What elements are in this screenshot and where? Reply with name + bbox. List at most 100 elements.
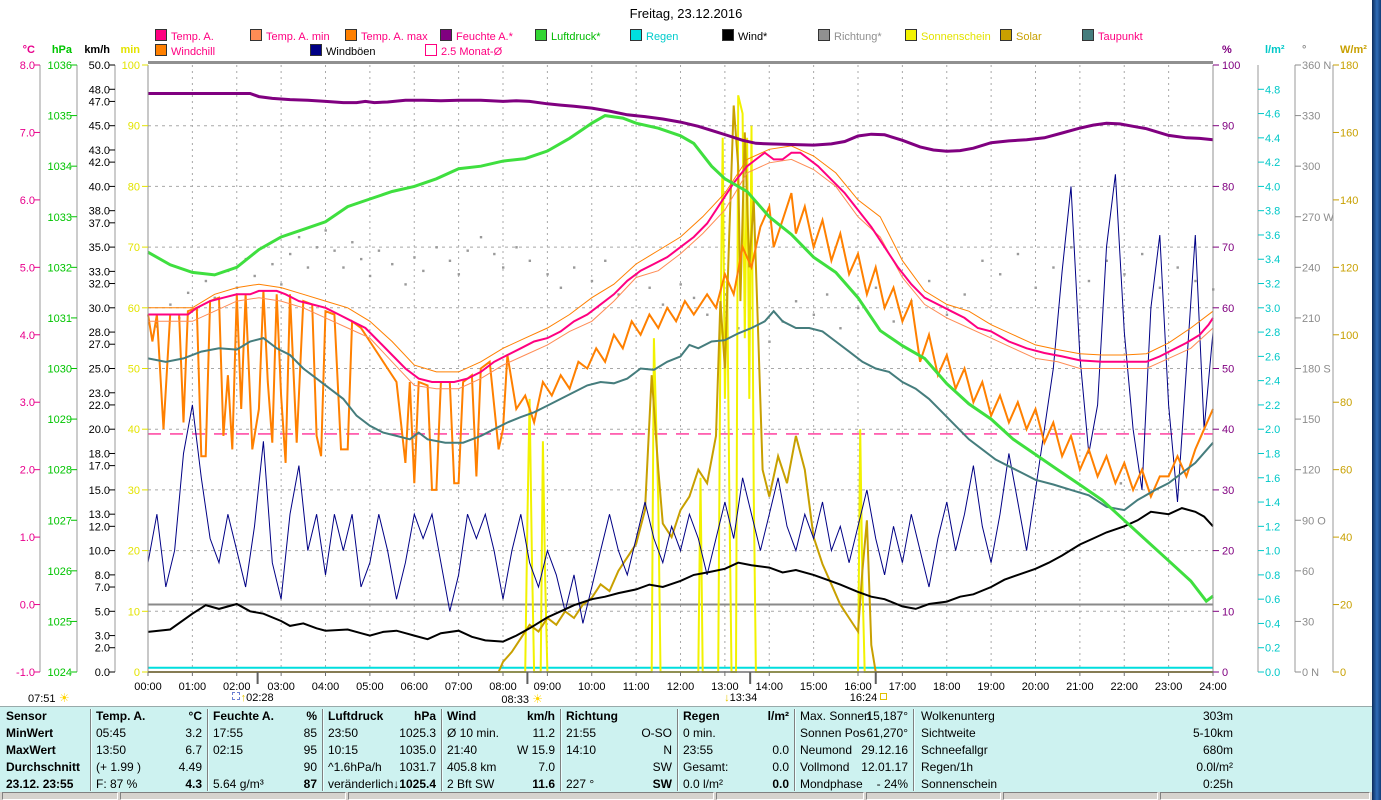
series-sonnenschein: [148, 95, 1213, 673]
table-cell-label: 10:15: [328, 743, 359, 757]
legend-item-wind: Wind*: [722, 29, 767, 43]
svg-text:30: 30: [1302, 616, 1314, 628]
svg-text:0.8: 0.8: [1265, 570, 1280, 582]
svg-text:37.0: 37.0: [89, 218, 110, 230]
table-cell-value: 7.0: [538, 760, 555, 774]
svg-text:1035: 1035: [48, 111, 72, 123]
legend-swatch-temp-a-max: [345, 29, 357, 41]
legend-label: Taupunkt: [1098, 31, 1143, 43]
table-cell-label: 2 Bft SW: [447, 777, 495, 791]
svg-text:05:00: 05:00: [356, 681, 384, 693]
svg-text:°: °: [1302, 44, 1306, 56]
svg-text:5.0: 5.0: [95, 606, 110, 618]
table-cell-value: N: [663, 743, 672, 757]
svg-text:1.0: 1.0: [20, 532, 35, 544]
legend-item-regen: Regen: [630, 29, 678, 43]
svg-text:80: 80: [1340, 397, 1352, 409]
column-header: Luftdruck: [328, 709, 384, 723]
svg-text:100: 100: [1222, 60, 1240, 72]
legend-swatch-temp-a: [155, 29, 167, 41]
svg-text:1028: 1028: [48, 465, 72, 477]
status-bar: [0, 792, 1372, 800]
svg-text:24:00: 24:00: [1199, 681, 1227, 693]
svg-text:13.0: 13.0: [89, 509, 110, 521]
svg-text:3.6: 3.6: [1265, 230, 1280, 242]
desktop-background: [1372, 0, 1381, 800]
svg-text:2.0: 2.0: [1265, 424, 1280, 436]
table-cell-label: MinWert: [6, 726, 54, 740]
table-cell-label: 23:55: [683, 743, 714, 757]
svg-text:20: 20: [1340, 600, 1352, 612]
svg-text:0.2: 0.2: [1265, 643, 1280, 655]
svg-text:28.0: 28.0: [89, 327, 110, 339]
svg-text:70: 70: [128, 242, 140, 254]
status-segment: [120, 792, 346, 800]
table-separator: [322, 709, 323, 791]
table-column-richtung: Richtung 21:55 O-SO 14:10 N SW 227 ° SW: [562, 707, 674, 793]
svg-text:00:00: 00:00: [134, 681, 162, 693]
column-header: Richtung: [566, 709, 618, 723]
table-separator: [207, 709, 208, 791]
legend-swatch-temp-a-min: [250, 29, 262, 41]
legend-swatch-sonnenschein: [905, 29, 917, 41]
legend-item-windchill: Windchill: [155, 44, 215, 58]
svg-text:240: 240: [1302, 262, 1320, 274]
svg-text:40.0: 40.0: [89, 181, 110, 193]
table-cell-value: SW: [652, 760, 672, 774]
svg-text:32.0: 32.0: [89, 279, 110, 291]
table-separator: [441, 709, 442, 791]
column-header: Wind: [447, 709, 477, 723]
svg-text:40: 40: [1340, 532, 1352, 544]
c-axis: °C 8.0 7.0 6.0 5.0 4.0 3.0 2.0 1.0 0.0 -1.0: [16, 44, 41, 679]
series-windboeen: [147, 174, 1214, 624]
series-wind: [147, 507, 1214, 643]
svg-text:90: 90: [1222, 121, 1234, 133]
svg-text:1.0: 1.0: [1265, 546, 1280, 558]
svg-text:1029: 1029: [48, 414, 72, 426]
legend-item-solar: Solar: [1000, 29, 1042, 43]
series-luftdruck: [147, 114, 1214, 604]
table-cell-label: Gesamt:: [683, 760, 729, 774]
svg-text:0: 0: [134, 667, 140, 679]
svg-text:30: 30: [128, 485, 140, 497]
svg-text:3.0: 3.0: [95, 631, 110, 643]
table-cell-value: 87: [303, 777, 317, 791]
legend-label: 2.5 Monat-Ø: [441, 46, 503, 58]
table-cell-label: 23:50: [328, 726, 359, 740]
table-cell-value: 0.0: [772, 743, 789, 757]
legend-item-monat: 2.5 Monat-Ø: [425, 44, 503, 58]
sunset-square-icon: [880, 693, 888, 700]
marker-time-label: 13:34: [729, 692, 758, 704]
legend-swatch-feuchte-a: [440, 29, 452, 41]
svg-text:08:00: 08:00: [489, 681, 517, 693]
svg-text:1032: 1032: [48, 262, 72, 274]
svg-text:8.0: 8.0: [20, 60, 35, 72]
series-temp-max: [148, 145, 1214, 373]
svg-text:10: 10: [1222, 606, 1234, 618]
table-cell-value: SW: [652, 777, 672, 791]
legend-swatch-solar: [1000, 29, 1012, 41]
svg-text:40: 40: [1222, 424, 1234, 436]
svg-text:19:00: 19:00: [977, 681, 1005, 693]
svg-text:35.0: 35.0: [89, 242, 110, 254]
svg-text:18.0: 18.0: [89, 448, 110, 460]
table-cell-value: 6.7: [185, 743, 202, 757]
table-cell-label: Sichtweite: [921, 726, 976, 740]
time-markers: 07:51 ☀ ↑02:28 08:33 ☀ ↓13:34 16:24: [28, 691, 888, 706]
svg-text:120: 120: [1302, 465, 1320, 477]
svg-text:10:00: 10:00: [578, 681, 606, 693]
table-cell-value: 680m: [1202, 743, 1233, 757]
table-cell-label: 5.64 g/m³: [213, 777, 264, 791]
wm2-axis: W/m² 180 160 140 120 100 80 60 40 20 0: [1332, 44, 1367, 679]
table-cell-label: Vollmond: [800, 760, 850, 774]
svg-text:18:00: 18:00: [933, 681, 961, 693]
summary-table: Sensor MinWert MaxWert Durchschnitt 23.12. 2…: [0, 706, 1372, 793]
table-column-wetter: Wolkenunterg 303m Sichtweite 5-10km Schneefa…: [917, 707, 1235, 793]
svg-text:23:00: 23:00: [1155, 681, 1183, 693]
table-cell-value: 12.01.17: [861, 760, 908, 774]
legend-label: Sonnenschein: [921, 31, 991, 43]
svg-text:14:00: 14:00: [755, 681, 783, 693]
legend-label: Solar: [1016, 31, 1042, 43]
svg-text:45.0: 45.0: [89, 121, 110, 133]
svg-text:80: 80: [1222, 181, 1234, 193]
